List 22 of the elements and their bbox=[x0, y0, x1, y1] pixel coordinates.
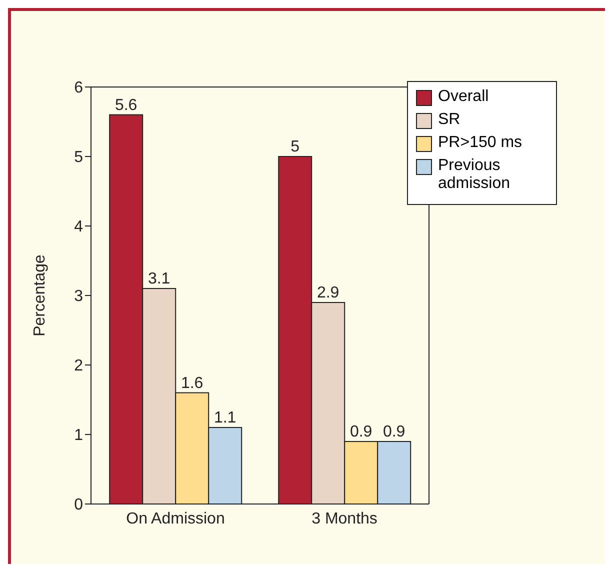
y-axis-title: Percentage bbox=[32, 254, 49, 336]
legend-label: PR>150 ms bbox=[438, 134, 524, 152]
legend-label: Overall bbox=[438, 88, 490, 106]
y-tick-label: 6 bbox=[74, 80, 84, 97]
y-tick-label: 1 bbox=[74, 427, 84, 444]
data-label: 5.6 bbox=[114, 96, 138, 114]
y-tick-label: 3 bbox=[74, 288, 84, 306]
data-label: 1.1 bbox=[214, 410, 236, 427]
y-tick-label: 2 bbox=[74, 358, 84, 375]
data-label: 5 bbox=[290, 138, 300, 156]
x-tick-label: 3 Months bbox=[312, 510, 378, 528]
y-tick-label: 4 bbox=[74, 218, 84, 236]
data-label: 2.9 bbox=[316, 284, 340, 302]
legend-label: SR bbox=[438, 111, 462, 129]
data-label: 0.9 bbox=[350, 423, 372, 440]
data-label: 1.6 bbox=[180, 374, 204, 392]
legend-label: Previous admission bbox=[438, 157, 512, 193]
y-tick-label: 0 bbox=[74, 496, 84, 514]
data-label: 3.1 bbox=[148, 270, 170, 288]
x-tick-label: On Admission bbox=[126, 510, 225, 528]
data-label: 0.9 bbox=[382, 423, 406, 440]
y-tick-label: 5 bbox=[74, 149, 84, 166]
